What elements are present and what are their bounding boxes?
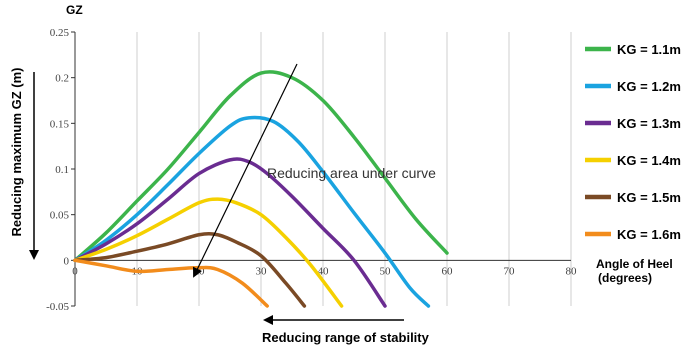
y-tick-label: 0 <box>64 255 70 267</box>
legend-label: KG = 1.1m <box>617 42 681 57</box>
series-line-3 <box>73 157 387 308</box>
y-tick-labels: -0.05 0 0.05 0.1 0.15 0.2 0.25 <box>46 27 69 313</box>
x-tick-label: 40 <box>318 265 330 277</box>
y-tick-label: 0.2 <box>55 73 69 85</box>
reducing-area-label: Reducing area under curve <box>267 165 436 181</box>
y-tick-label: -0.05 <box>46 301 69 313</box>
x-axis-title-line-2: (degrees) <box>598 271 652 285</box>
x-axis-title-line-1: Angle of Heel <box>596 257 673 271</box>
x-tick-label: 0 <box>72 265 78 277</box>
legend: KG = 1.1m KG = 1.2m KG = 1.3m KG = 1.4m KG =… <box>585 42 681 242</box>
x-tick-label: 70 <box>504 265 516 277</box>
reducing-area-arrow <box>192 63 298 278</box>
reducing-range-label: Reducing range of stability <box>262 330 430 345</box>
series-line-1 <box>73 70 449 263</box>
series-line-4 <box>73 197 344 308</box>
y-tick-label: 0.25 <box>50 27 70 39</box>
x-tick-label: 50 <box>380 265 392 277</box>
legend-label: KG = 1.5m <box>617 190 681 205</box>
y-tick-label: 0.05 <box>50 210 70 222</box>
x-tick-label: 60 <box>442 265 454 277</box>
series-line-6 <box>73 258 269 308</box>
x-tick-label: 80 <box>566 265 578 277</box>
legend-label: KG = 1.2m <box>617 79 681 94</box>
y-axis-title: GZ <box>66 3 83 17</box>
legend-label: KG = 1.6m <box>617 227 681 242</box>
x-tick-label: 30 <box>256 265 268 277</box>
y-tick-label: 0.15 <box>50 118 70 130</box>
y-tick-label: 0.1 <box>55 164 69 176</box>
reducing-max-gz-label: Reducing maximum GZ (m) <box>9 67 24 236</box>
series-lines <box>73 70 449 308</box>
series-line-5 <box>73 231 307 308</box>
legend-label: KG = 1.3m <box>617 116 681 131</box>
series-line-2 <box>73 115 431 308</box>
legend-label: KG = 1.4m <box>617 153 681 168</box>
